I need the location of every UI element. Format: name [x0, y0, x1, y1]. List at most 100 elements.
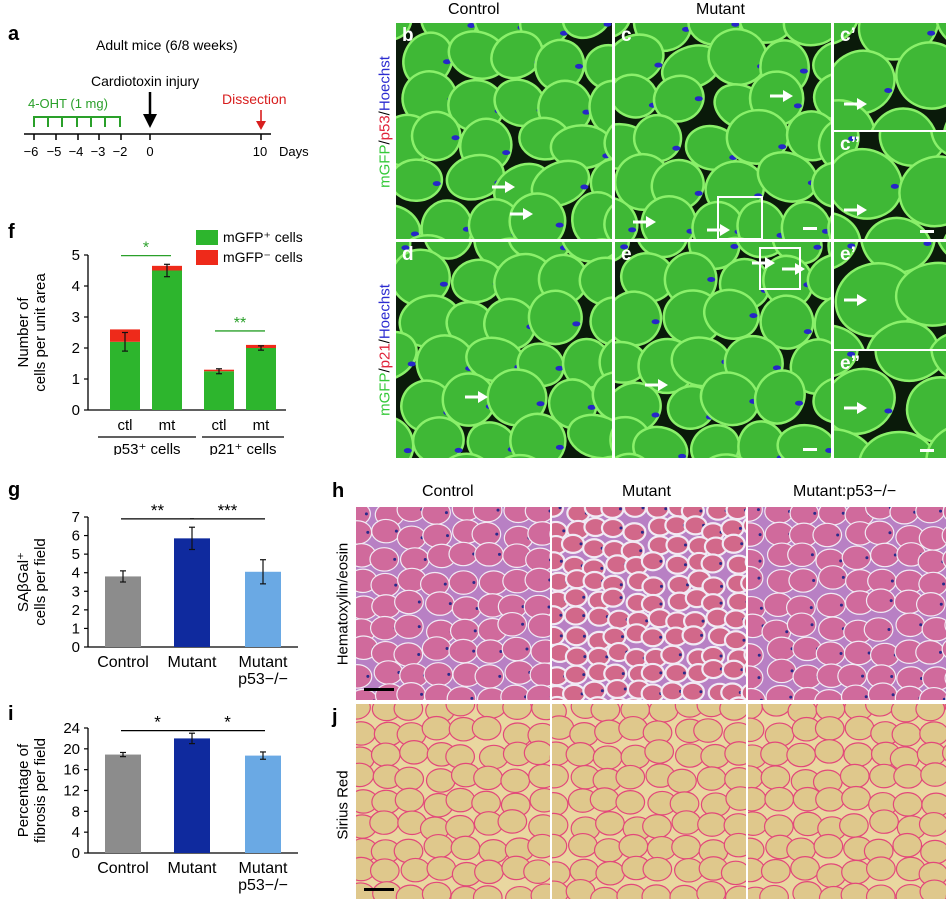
histology-nucleus: [525, 647, 529, 651]
histology-fiber: [742, 662, 746, 677]
histology-fiber: [497, 611, 528, 637]
histology-fiber: [356, 704, 371, 720]
histology-fiber: [356, 688, 379, 700]
significance-marker: **: [234, 315, 246, 332]
nucleus: [672, 145, 681, 151]
muscle-fiber: [615, 196, 639, 239]
histology-fiber: [595, 860, 626, 886]
muscle-fiber: [690, 424, 741, 458]
histology-fiber: [724, 741, 746, 766]
muscle-fiber: [834, 242, 859, 272]
histology-nucleus: [740, 542, 744, 546]
panel-c-label: c: [621, 25, 632, 46]
histology-sirius-mutant-p53: [748, 704, 946, 899]
histology-sirius-mutant: [552, 704, 746, 899]
histology-nucleus: [639, 549, 643, 553]
histology-fiber: [743, 648, 746, 662]
histology-fiber: [760, 765, 791, 790]
histology-fiber: [918, 811, 946, 837]
histology-nucleus: [582, 634, 586, 638]
muscle-fiber: [858, 430, 937, 458]
histology-nucleus: [393, 557, 397, 561]
muscle-fiber: [812, 40, 831, 85]
nucleus: [778, 144, 787, 150]
histology-fiber: [421, 881, 452, 899]
histology-header-mutant-p53-text: Mutant:p53−/−: [793, 483, 897, 500]
histology-fiber: [726, 591, 746, 612]
scale-bar: [364, 688, 394, 691]
histology-fiber: [569, 858, 600, 884]
muscle-fiber: [615, 242, 631, 264]
histology-fiber: [674, 743, 705, 768]
panel-a-label: a: [8, 23, 20, 45]
histology-nucleus: [547, 605, 550, 609]
histology-nucleus: [890, 579, 894, 583]
muscle-fiber: [615, 452, 655, 458]
histology-fiber: [369, 547, 400, 572]
histology-fiber: [865, 856, 896, 881]
nucleus: [651, 412, 660, 418]
histology-fiber: [472, 507, 503, 523]
histology-fiber: [552, 507, 565, 518]
histology-fiber: [445, 704, 476, 717]
muscle-fiber: [864, 320, 940, 349]
legend-swatch: [196, 250, 218, 265]
muscle-fiber: [929, 132, 946, 160]
histology-fiber: [471, 790, 502, 816]
nucleus: [847, 351, 856, 357]
nucleus: [403, 448, 412, 454]
timeline-title: Adult mice (6/8 weeks): [96, 37, 238, 53]
muscle-fiber: [834, 23, 861, 47]
stain-label-de: mGFP/p21/Hoechst: [377, 284, 394, 416]
arrow-icon: [844, 294, 867, 306]
histology-nucleus: [548, 509, 550, 513]
panel-d-label: d: [402, 244, 414, 265]
nucleus: [603, 23, 612, 27]
panel-e-label: e: [621, 244, 632, 265]
arrow-icon: [770, 90, 793, 102]
histology-image: [552, 704, 746, 899]
histology-fiber: [725, 507, 746, 521]
nucleus: [580, 184, 589, 190]
nucleus: [432, 181, 441, 187]
injury-label: Cardiotoxin injury: [91, 73, 199, 89]
histology-nucleus: [759, 698, 763, 700]
muscle-fiber: [396, 234, 460, 239]
micrograph-e-prime: e’: [834, 242, 946, 349]
histology-nucleus: [891, 693, 895, 697]
stain-mgfp: mGFP: [376, 372, 394, 416]
histology-fiber: [892, 792, 923, 817]
histology-nucleus: [659, 584, 663, 588]
dissection-arrow-icon: [256, 110, 266, 130]
timeline-tick-label: −6: [24, 144, 39, 159]
histology-fiber: [844, 715, 875, 741]
micrograph-image: [834, 132, 946, 239]
histology-nucleus: [809, 606, 813, 610]
histology-fiber: [916, 741, 946, 767]
histology-fiber: [563, 664, 588, 685]
nucleus: [825, 448, 831, 454]
histology-fiber: [640, 627, 665, 648]
histology-nucleus: [443, 582, 447, 586]
histology-fiber: [399, 740, 429, 765]
histology-fiber: [565, 741, 596, 767]
histology-nucleus: [472, 581, 476, 585]
histology-header-control: Control: [422, 483, 474, 500]
muscle-fiber: [898, 155, 946, 228]
histology-fiber: [787, 542, 817, 568]
histology-fiber: [552, 763, 569, 789]
nucleus: [654, 62, 663, 68]
muscle-fiber: [422, 242, 474, 260]
histology-nucleus: [470, 696, 474, 700]
scale-bar: [803, 227, 817, 230]
panel-f-label: f: [8, 221, 15, 243]
histology-fiber: [528, 763, 550, 789]
group-label: p53⁺ cells: [113, 441, 180, 455]
histology-nucleus: [579, 542, 583, 546]
histology-fiber: [740, 574, 746, 592]
histology-nucleus: [548, 558, 550, 562]
nucleus: [401, 245, 410, 251]
histology-fiber: [497, 809, 528, 834]
stain-hoechst: Hoechst: [376, 284, 394, 340]
histology-nucleus: [623, 687, 627, 691]
